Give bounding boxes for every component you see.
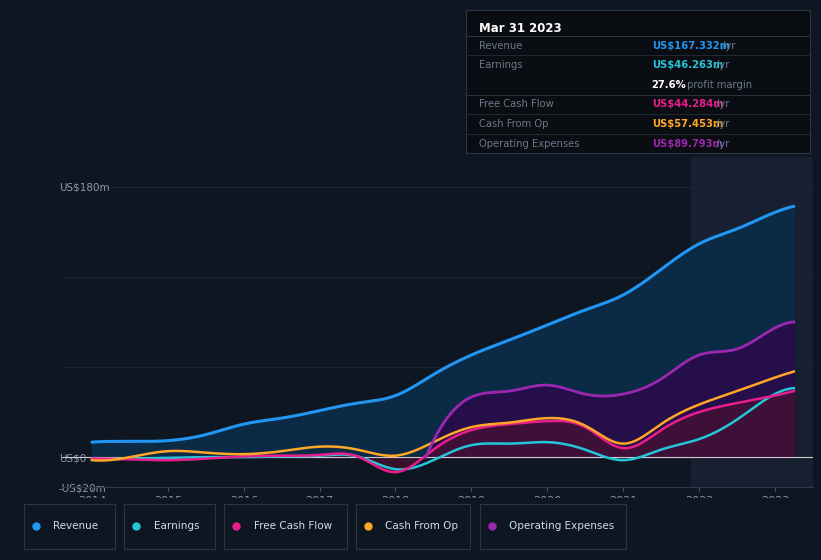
Text: Free Cash Flow: Free Cash Flow [254,521,332,531]
Text: Operating Expenses: Operating Expenses [479,139,580,148]
FancyBboxPatch shape [479,504,626,549]
Text: US$89.793m: US$89.793m [652,139,722,148]
Text: /yr: /yr [715,119,729,129]
Text: US$57.453m: US$57.453m [652,119,723,129]
Text: Earnings: Earnings [479,60,523,70]
Text: 27.6%: 27.6% [652,80,686,90]
FancyBboxPatch shape [356,504,470,549]
FancyBboxPatch shape [125,504,215,549]
Text: Operating Expenses: Operating Expenses [509,521,614,531]
Text: /yr: /yr [715,139,729,148]
Text: Revenue: Revenue [53,521,99,531]
Text: Cash From Op: Cash From Op [479,119,548,129]
Text: Mar 31 2023: Mar 31 2023 [479,21,562,35]
Text: US$44.284m: US$44.284m [652,100,723,109]
Text: Free Cash Flow: Free Cash Flow [479,100,554,109]
Text: US$167.332m: US$167.332m [652,41,730,51]
Text: /yr: /yr [715,100,729,109]
Text: /yr: /yr [722,41,735,51]
Text: profit margin: profit margin [685,80,753,90]
Text: Earnings: Earnings [154,521,199,531]
Text: Revenue: Revenue [479,41,523,51]
Text: /yr: /yr [715,60,729,70]
Bar [691,157,813,487]
FancyBboxPatch shape [224,504,346,549]
Text: US$46.263m: US$46.263m [652,60,723,70]
FancyBboxPatch shape [25,504,115,549]
Text: Cash From Op: Cash From Op [385,521,458,531]
